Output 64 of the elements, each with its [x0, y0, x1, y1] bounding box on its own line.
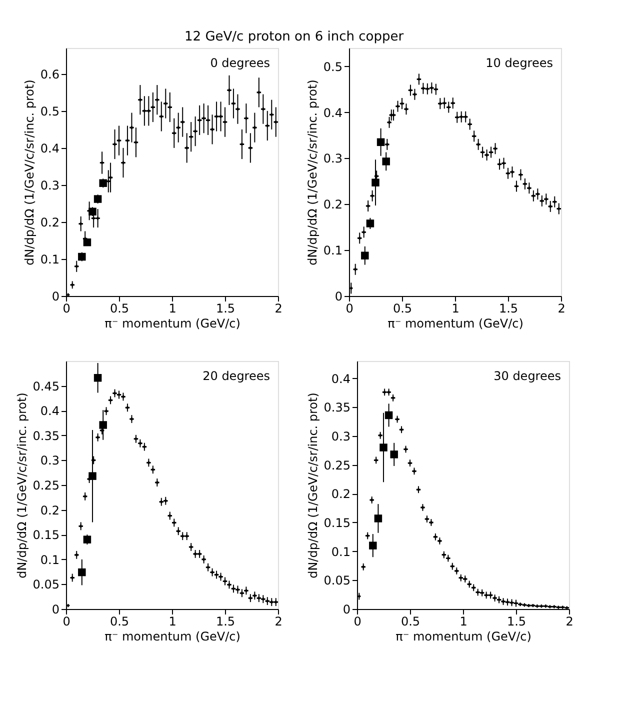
annotation: 0 degrees	[210, 56, 270, 70]
y-tick-label: 0.35	[324, 400, 350, 415]
y-tick-label: 0.25	[324, 458, 350, 472]
x-tick-label: 2	[566, 614, 574, 628]
x-tick-label: 1.5	[216, 302, 236, 316]
x-tick-label: 1	[168, 614, 176, 628]
y-tick-label: 0.4	[40, 404, 60, 418]
y-tick-label: 0.15	[324, 516, 350, 530]
annotation: 20 degrees	[202, 369, 270, 383]
y-tick-label: 0.25	[32, 478, 60, 492]
x-tick-label: 2	[274, 614, 282, 628]
y-tick-label: 0.5	[323, 60, 342, 74]
y-tick-label: 0.05	[32, 578, 60, 592]
annotation: 30 degrees	[494, 369, 561, 383]
x-axis-title: π⁻ momentum (GeV/c)	[104, 316, 240, 330]
y-tick-label: 0.5	[40, 104, 60, 118]
y-tick-label: 0.4	[331, 372, 350, 386]
y-tick-label: 0	[334, 290, 342, 304]
x-tick-label: 0	[62, 614, 70, 628]
y-tick-label: 0.3	[331, 429, 350, 444]
y-tick-label: 0.1	[40, 552, 60, 567]
x-tick-label: 1.5	[216, 614, 236, 628]
y-tick-label: 0.2	[40, 503, 60, 518]
x-tick-label: 0	[62, 302, 70, 316]
y-tick-label: 0.2	[331, 487, 350, 502]
y-axis-title: dN/dp/dΩ (1/GeV/c/sr/inc. prot)	[306, 392, 320, 578]
x-tick-label: 2	[558, 302, 566, 316]
y-tick-label: 0.35	[32, 428, 60, 443]
x-axis-title: π⁻ momentum (GeV/c)	[396, 630, 532, 644]
y-axis-title: dN/dp/dΩ (1/GeV/c/sr/inc. prot)	[22, 80, 36, 266]
y-tick-label: 0.4	[40, 141, 60, 156]
y-tick-label: 0	[342, 602, 350, 616]
y-tick-label: 0.1	[331, 544, 350, 559]
y-tick-label: 0.45	[32, 379, 60, 394]
x-tick-label: 1	[452, 302, 460, 316]
y-axis-title: dN/dp/dΩ (1/GeV/c/sr/inc. prot)	[305, 80, 320, 266]
x-tick-label: 1	[460, 614, 468, 628]
annotation: 10 degrees	[486, 56, 553, 70]
y-tick-label: 0.1	[323, 244, 342, 258]
y-tick-label: 0.4	[323, 106, 342, 120]
y-tick-label: 0.3	[40, 454, 60, 468]
y-tick-label: 0.05	[324, 574, 350, 588]
y-tick-label: 0.15	[32, 528, 60, 542]
x-tick-label: 0.5	[110, 302, 130, 316]
x-tick-label: 0.5	[400, 614, 420, 628]
y-tick-label: 0.2	[40, 215, 60, 230]
x-tick-label: 2	[274, 302, 282, 316]
x-tick-label: 1.5	[506, 614, 526, 628]
y-tick-label: 0.3	[40, 178, 60, 192]
y-tick-label: 0	[52, 602, 60, 616]
y-tick-label: 0.3	[323, 152, 342, 166]
x-tick-label: 0.5	[392, 302, 412, 316]
x-axis-title: π⁻ momentum (GeV/c)	[388, 316, 524, 330]
x-tick-label: 0	[354, 614, 362, 628]
y-tick-label: 0.6	[40, 67, 60, 82]
x-tick-label: 1.5	[498, 302, 518, 316]
y-axis-title: dN/dp/dΩ (1/GeV/c/sr/inc. prot)	[14, 392, 29, 578]
y-tick-label: 0.2	[323, 198, 342, 212]
x-axis-title: π⁻ momentum (GeV/c)	[104, 630, 240, 644]
chart-title: 12 GeV/c proton on 6 inch copper	[184, 30, 404, 44]
y-tick-label: 0	[52, 290, 60, 304]
x-tick-label: 1	[168, 302, 176, 316]
y-tick-label: 0.1	[40, 252, 60, 266]
x-tick-label: 0.5	[110, 614, 130, 628]
